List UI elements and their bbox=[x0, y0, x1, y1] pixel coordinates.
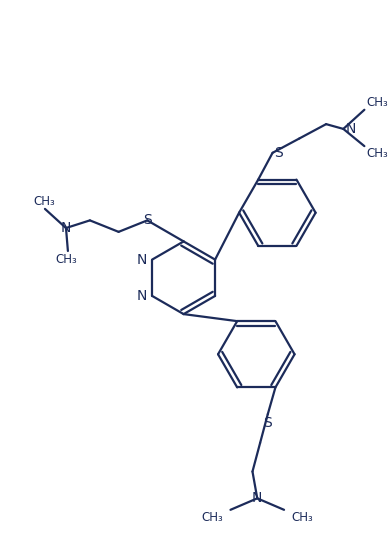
Text: CH₃: CH₃ bbox=[366, 147, 388, 160]
Text: N: N bbox=[137, 289, 147, 303]
Text: N: N bbox=[137, 252, 147, 267]
Text: CH₃: CH₃ bbox=[292, 511, 314, 524]
Text: CH₃: CH₃ bbox=[201, 511, 223, 524]
Text: CH₃: CH₃ bbox=[366, 95, 388, 108]
Text: N: N bbox=[252, 492, 262, 505]
Text: CH₃: CH₃ bbox=[33, 195, 55, 208]
Text: S: S bbox=[263, 416, 272, 430]
Text: N: N bbox=[61, 221, 71, 235]
Text: S: S bbox=[143, 214, 152, 227]
Text: S: S bbox=[274, 146, 283, 160]
Text: CH₃: CH₃ bbox=[55, 253, 77, 266]
Text: N: N bbox=[345, 122, 356, 136]
